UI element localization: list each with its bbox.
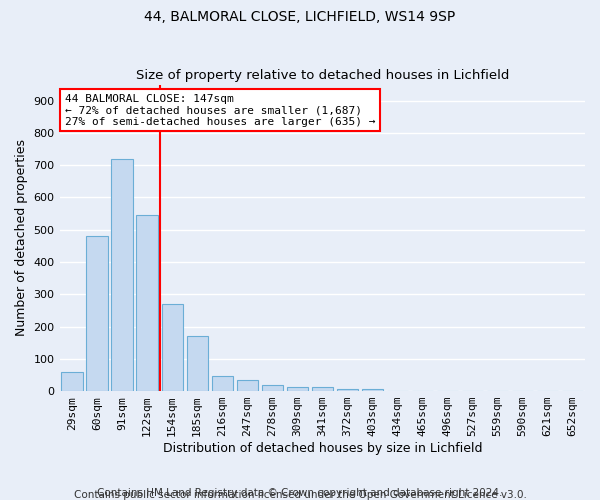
X-axis label: Distribution of detached houses by size in Lichfield: Distribution of detached houses by size … bbox=[163, 442, 482, 455]
Bar bbox=[362, 388, 383, 391]
Bar bbox=[337, 388, 358, 391]
Title: Size of property relative to detached houses in Lichfield: Size of property relative to detached ho… bbox=[136, 69, 509, 82]
Text: Contains public sector information licensed under the Open Government Licence v3: Contains public sector information licen… bbox=[74, 490, 526, 500]
Text: Contains HM Land Registry data © Crown copyright and database right 2024.: Contains HM Land Registry data © Crown c… bbox=[97, 488, 503, 498]
Bar bbox=[311, 387, 333, 391]
Bar bbox=[86, 236, 108, 391]
Bar bbox=[262, 386, 283, 391]
Y-axis label: Number of detached properties: Number of detached properties bbox=[15, 140, 28, 336]
Bar bbox=[236, 380, 258, 391]
Bar bbox=[61, 372, 83, 391]
Bar bbox=[187, 336, 208, 391]
Bar bbox=[212, 376, 233, 391]
Bar bbox=[136, 215, 158, 391]
Text: 44, BALMORAL CLOSE, LICHFIELD, WS14 9SP: 44, BALMORAL CLOSE, LICHFIELD, WS14 9SP bbox=[145, 10, 455, 24]
Bar bbox=[287, 387, 308, 391]
Text: 44 BALMORAL CLOSE: 147sqm
← 72% of detached houses are smaller (1,687)
27% of se: 44 BALMORAL CLOSE: 147sqm ← 72% of detac… bbox=[65, 94, 375, 127]
Bar bbox=[161, 304, 183, 391]
Bar bbox=[112, 159, 133, 391]
